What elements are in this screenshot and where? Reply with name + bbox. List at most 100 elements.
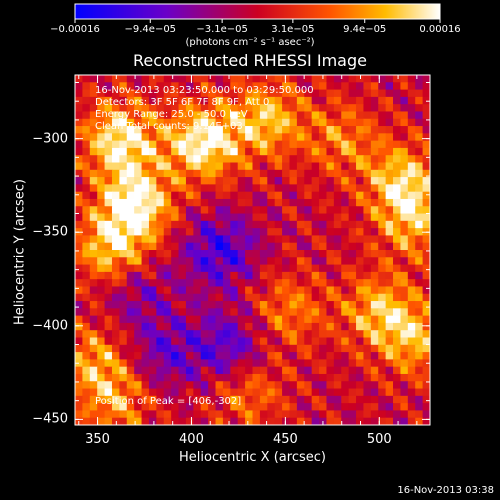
heatmap-cell [348,279,357,287]
heatmap-cell [193,96,202,105]
heatmap-cell [97,308,106,317]
heatmap-cell [222,366,231,375]
heatmap-cell [134,381,143,390]
heatmap-cell [185,293,194,302]
heatmap-cell [89,257,98,266]
heatmap-cell [75,344,83,353]
heatmap-cell [208,96,217,105]
heatmap-cell [326,352,335,360]
heatmap-cell [141,410,150,419]
heatmap-cell [304,242,313,251]
heatmap-cell [215,220,224,229]
heatmap-cell [200,257,209,266]
heatmap-cell [148,352,157,360]
heatmap-cell [141,235,150,244]
heatmap-cell [348,228,357,236]
heatmap-cell [237,308,246,317]
heatmap-cell [370,147,379,156]
heatmap-cell [245,75,253,83]
heatmap-cell [97,147,106,156]
heatmap-cell [222,96,231,105]
heatmap-cell [415,308,424,317]
heatmap-cell [289,359,298,368]
heatmap-cell [89,279,98,287]
heatmap-cell [289,403,298,411]
heatmap-cell [341,388,350,397]
heatmap-cell [126,322,135,331]
heatmap-cell [400,82,409,91]
heatmap-cell [111,344,120,353]
heatmap-cell [326,213,335,222]
heatmap-cell [296,381,305,390]
heatmap-cell [319,228,327,236]
heatmap-cell [75,177,83,185]
heatmap-cell [119,293,128,302]
heatmap-cell [333,344,342,353]
heatmap-cell [252,96,261,105]
heatmap-cell [89,373,98,382]
heatmap-cell [185,417,194,426]
heatmap-cell [356,359,364,368]
heatmap-cell [259,104,268,112]
heatmap-cell [230,104,239,112]
heatmap-cell [333,395,342,404]
heatmap-cell [75,220,83,229]
heatmap-cell [245,322,253,331]
heatmap-cell [415,220,424,229]
heatmap-cell [134,359,143,368]
heatmap-cell [178,184,187,193]
heatmap-cell [356,213,364,222]
heatmap-cell [259,235,268,244]
heatmap-cell [296,111,305,120]
heatmap-cell [82,198,91,207]
heatmap-cell [356,373,364,382]
heatmap-cell [400,198,409,207]
heatmap-cell [385,271,394,280]
heatmap-cell [119,322,128,331]
heatmap-cell [237,213,246,222]
heatmap-cell [104,140,113,149]
heatmap-cell [193,417,202,426]
heatmap-cell [326,279,335,287]
heatmap-cell [163,381,172,390]
heatmap-cell [348,417,357,426]
heatmap-cell [82,308,91,317]
heatmap-cell [178,96,187,105]
heatmap-cell [289,242,298,251]
heatmap-cell [97,140,106,149]
heatmap-cell [230,257,239,266]
heatmap-cell [296,271,305,280]
heatmap-cell [348,250,357,258]
heatmap-cell [104,286,113,295]
heatmap-cell [104,359,113,368]
heatmap-cell [156,359,165,368]
heatmap-cell [259,410,268,419]
heatmap-cell [252,403,261,411]
heatmap-cell [230,155,239,163]
heatmap-cell [304,271,313,280]
heatmap-cell [141,381,150,390]
heatmap-cell [415,250,424,258]
heatmap-cell [259,264,268,273]
heatmap-cell [208,184,217,193]
heatmap-cell [134,322,143,331]
heatmap-cell [252,184,261,193]
heatmap-cell [134,315,143,324]
heatmap-cell [126,177,135,185]
heatmap-cell [82,381,91,390]
heatmap-cell [193,155,202,163]
heatmap-cell [333,264,342,273]
heatmap-cell [356,184,364,193]
heatmap-cell [82,228,91,236]
heatmap-cell [348,330,357,338]
heatmap-cell [230,293,239,302]
heatmap-cell [134,75,143,83]
heatmap-cell [400,220,409,229]
heatmap-cell [289,89,298,98]
heatmap-cell [259,373,268,382]
heatmap-cell [156,271,165,280]
heatmap-cell [193,147,202,156]
heatmap-cell [119,104,128,112]
heatmap-cell [348,147,357,156]
heatmap-cell [341,359,350,368]
